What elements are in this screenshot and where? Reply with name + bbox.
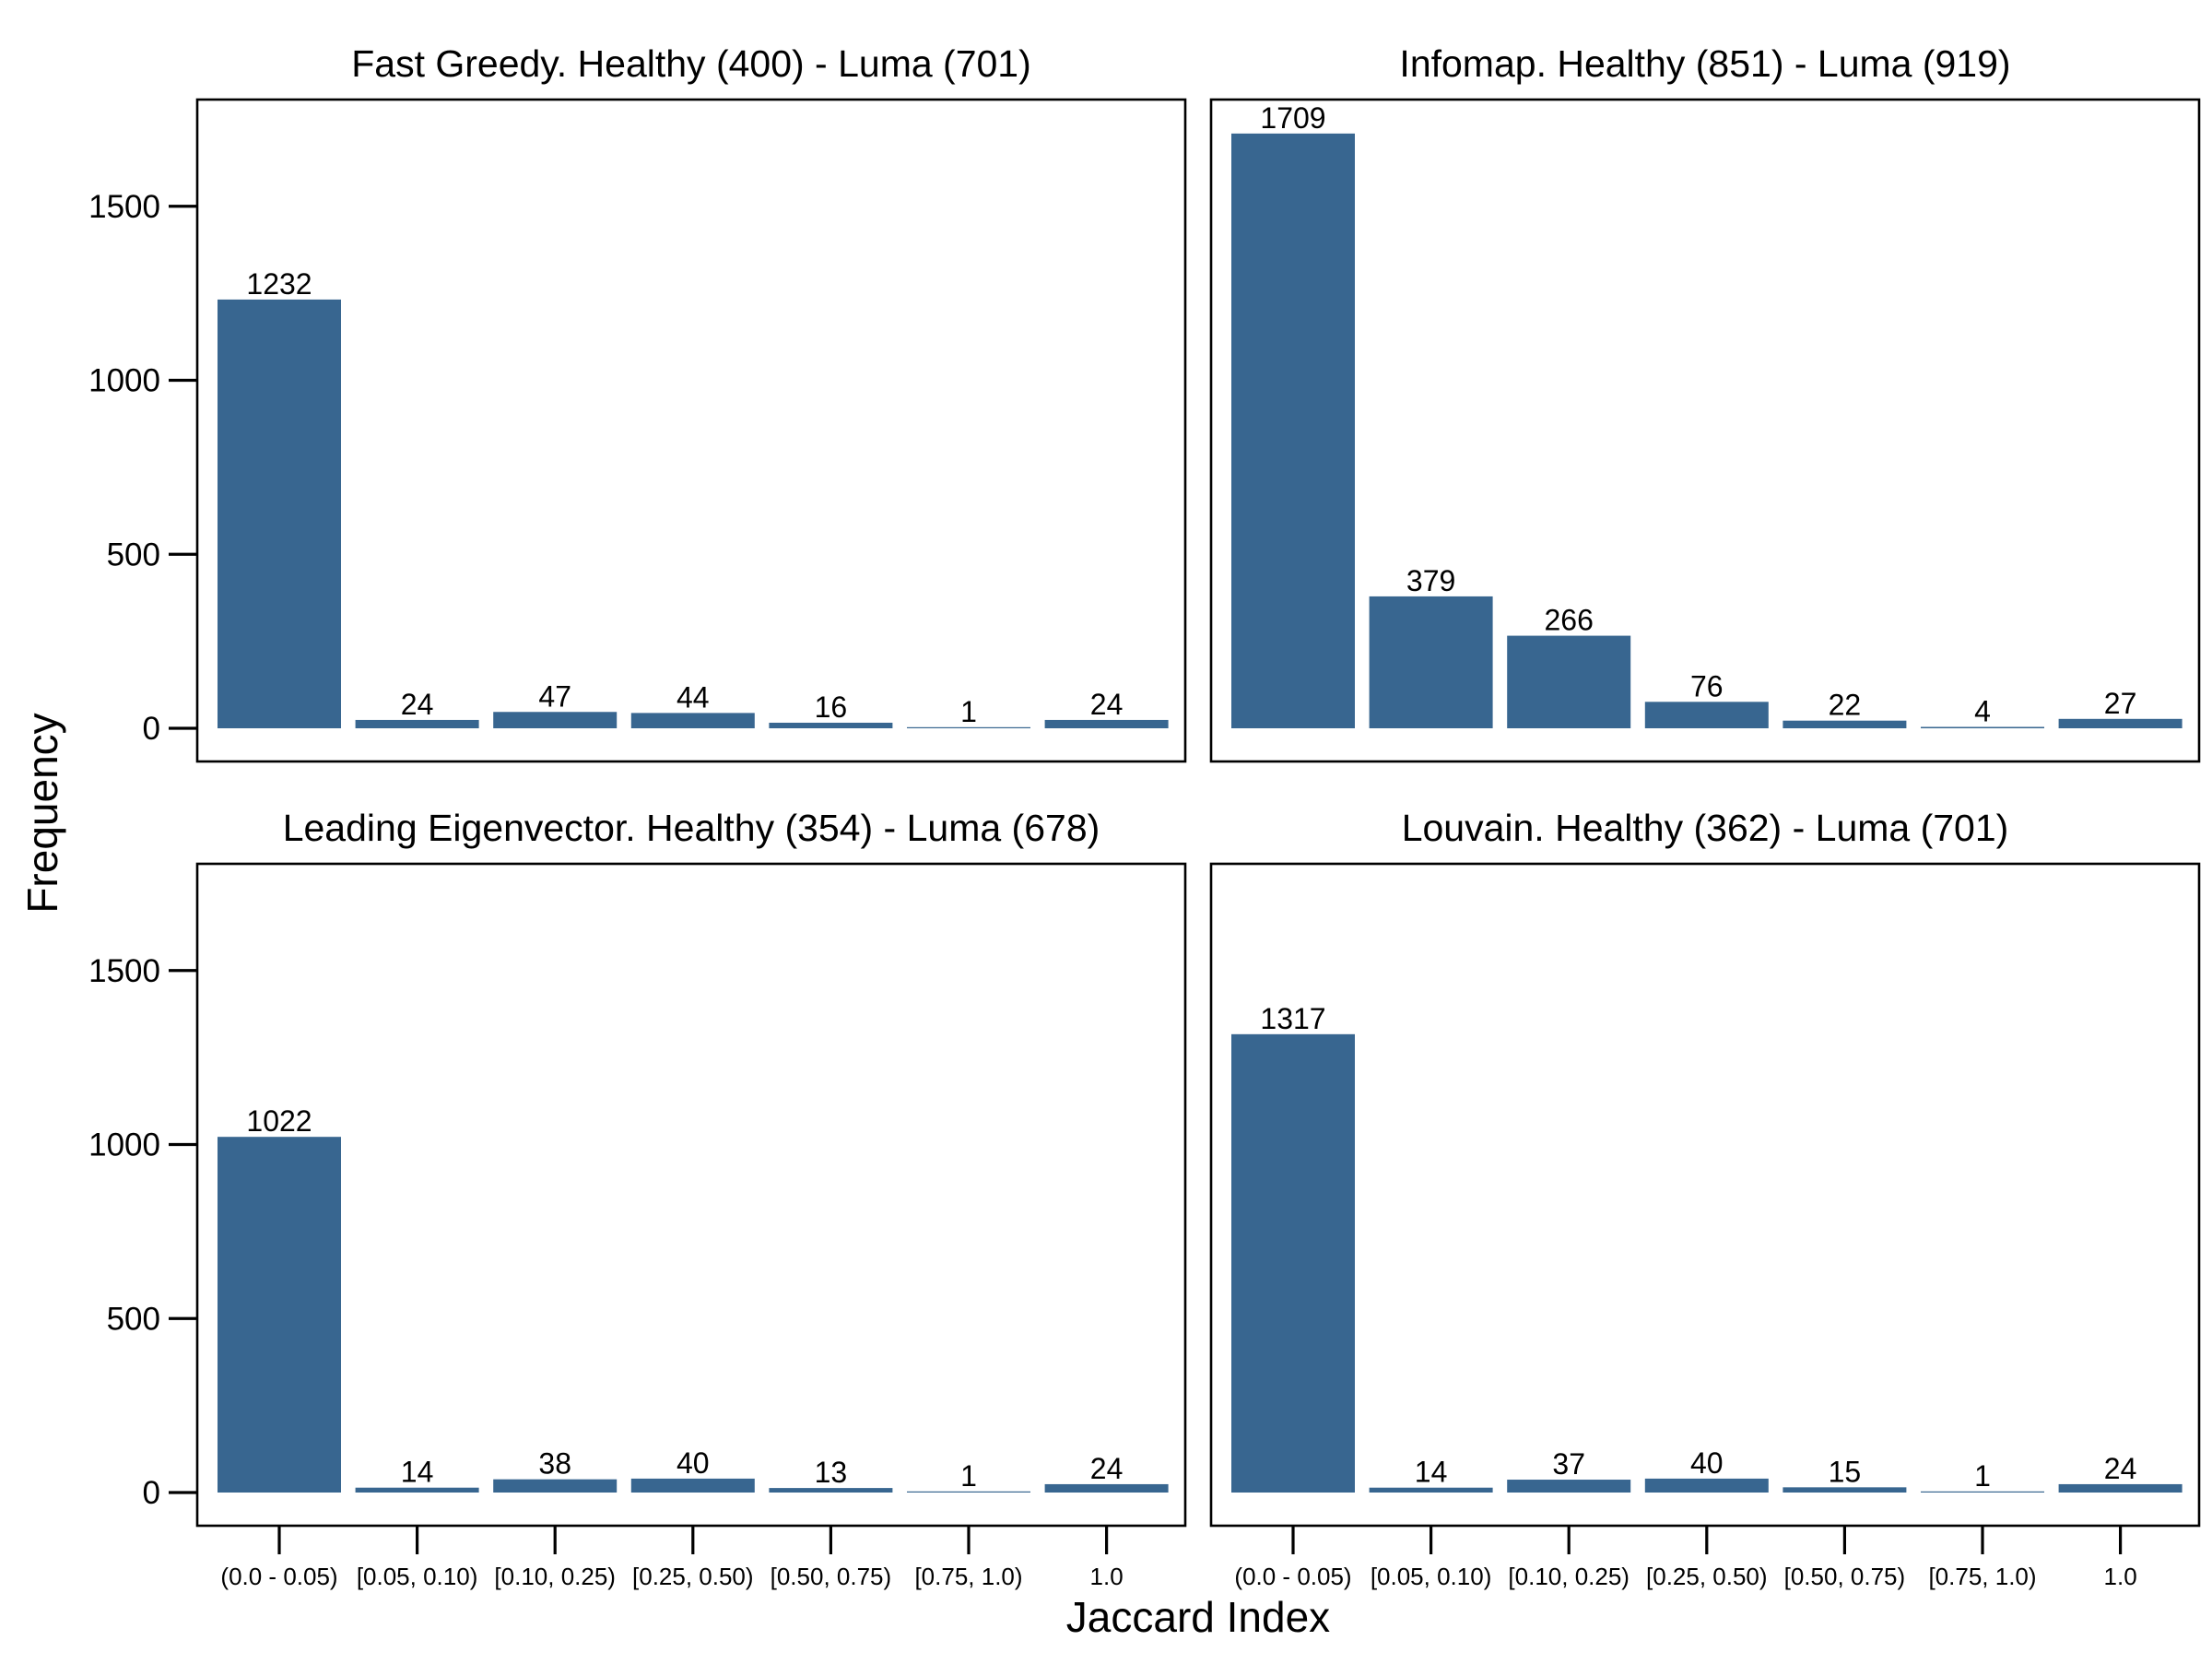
x-axis-title: Jaccard Index (1066, 1593, 1330, 1641)
bar (2058, 718, 2183, 728)
data-label: 1317 (1260, 1002, 1325, 1035)
bar (493, 1479, 618, 1493)
data-label: 1709 (1260, 101, 1325, 135)
bar (1921, 726, 2044, 728)
panel-title: Louvain. Healthy (362) - Luma (701) (1402, 807, 2009, 849)
bar (218, 1137, 341, 1493)
x-tick-label: (0.0 - 0.05) (220, 1563, 337, 1590)
data-label: 27 (2104, 687, 2137, 720)
bar (1231, 1033, 1355, 1493)
bar (769, 1488, 893, 1493)
x-tick-label: 1.0 (1090, 1563, 1124, 1590)
bar (218, 299, 341, 728)
x-tick-label: [0.10, 0.25) (494, 1563, 616, 1590)
x-tick-label: [0.50, 0.75) (771, 1563, 892, 1590)
panel-title: Infomap. Healthy (851) - Luma (919) (1399, 42, 2010, 85)
data-label: 266 (1545, 604, 1594, 637)
bar (1369, 1487, 1493, 1493)
bar (355, 719, 479, 728)
x-tick-label: [0.75, 1.0) (914, 1563, 1022, 1590)
chart-panel: Infomap. Healthy (851) - Luma (919) 1709 3… (1209, 42, 2201, 763)
data-label: 13 (815, 1456, 848, 1489)
data-label: 1 (960, 1459, 977, 1493)
data-label: 14 (401, 1456, 434, 1489)
bar (1507, 635, 1631, 728)
data-label: 40 (677, 1446, 710, 1480)
y-axis-title: Frequency (18, 713, 66, 913)
panel-frame (1209, 98, 2201, 763)
data-label: 14 (1415, 1456, 1448, 1489)
x-tick-label: [0.25, 0.50) (1646, 1563, 1768, 1590)
bar (1507, 1480, 1631, 1493)
y-tick-label: 500 (107, 537, 160, 572)
bar (1044, 719, 1169, 728)
panel-title: Leading Eigenvector. Healthy (354) - Lum… (283, 807, 1100, 849)
data-label: 15 (1829, 1455, 1862, 1488)
x-tick-label: [0.75, 1.0) (1928, 1563, 2036, 1590)
data-label: 1 (1974, 1459, 1991, 1493)
bar (1044, 1483, 1169, 1493)
bar (630, 1478, 755, 1493)
data-label: 1232 (246, 267, 312, 301)
bar (1921, 1491, 2044, 1493)
x-tick-label: 1.0 (2104, 1563, 2137, 1590)
bar (1644, 702, 1769, 728)
bar (1369, 596, 1493, 728)
data-label: 40 (1690, 1446, 1724, 1480)
data-label: 37 (1552, 1447, 1585, 1481)
x-tick-label: [0.10, 0.25) (1508, 1563, 1630, 1590)
bar (493, 712, 618, 728)
bar (630, 713, 755, 728)
panel-frame (195, 862, 1187, 1528)
y-tick-label: 500 (107, 1301, 160, 1337)
panel-frame (1209, 862, 2201, 1528)
data-label: 24 (2104, 1452, 2137, 1485)
x-tick-label: [0.50, 0.75) (1784, 1563, 1906, 1590)
data-label: 47 (538, 679, 571, 713)
chart-panel: Fast Greedy. Healthy (400) - Luma (701) 1… (88, 42, 1187, 763)
chart-panel: Louvain. Healthy (362) - Luma (701) 1317 1… (1209, 807, 2201, 1590)
data-label: 379 (1406, 564, 1455, 597)
data-label: 76 (1690, 669, 1724, 702)
data-label: 1022 (246, 1104, 312, 1138)
bar (769, 722, 893, 728)
x-tick-label: (0.0 - 0.05) (1234, 1563, 1351, 1590)
panel-title: Fast Greedy. Healthy (400) - Luma (701) (351, 42, 1031, 85)
bar (1644, 1478, 1769, 1493)
data-label: 24 (401, 688, 434, 721)
data-label: 16 (815, 690, 848, 724)
data-label: 24 (1090, 1452, 1124, 1485)
y-tick-label: 0 (143, 1475, 160, 1511)
bar (1231, 133, 1355, 729)
x-tick-label: [0.05, 0.10) (357, 1563, 478, 1590)
data-label: 38 (538, 1447, 571, 1481)
bar (907, 726, 1030, 728)
data-label: 44 (677, 680, 710, 714)
y-tick-label: 1000 (88, 363, 160, 399)
bar (1783, 720, 1907, 728)
data-label: 24 (1090, 688, 1124, 721)
bar (2058, 1483, 2183, 1493)
bar (355, 1487, 479, 1493)
y-tick-label: 1000 (88, 1127, 160, 1163)
y-tick-label: 1500 (88, 953, 160, 989)
y-tick-label: 1500 (88, 189, 160, 225)
bar (907, 1491, 1030, 1493)
chart-panel: Leading Eigenvector. Healthy (354) - Lum… (88, 807, 1187, 1590)
y-tick-label: 0 (143, 711, 160, 747)
x-tick-label: [0.05, 0.10) (1371, 1563, 1492, 1590)
bar (1783, 1487, 1907, 1493)
data-label: 22 (1829, 689, 1862, 722)
panel-frame (195, 98, 1187, 763)
x-tick-label: [0.25, 0.50) (632, 1563, 754, 1590)
data-label: 1 (960, 695, 977, 728)
data-label: 4 (1974, 694, 1991, 727)
